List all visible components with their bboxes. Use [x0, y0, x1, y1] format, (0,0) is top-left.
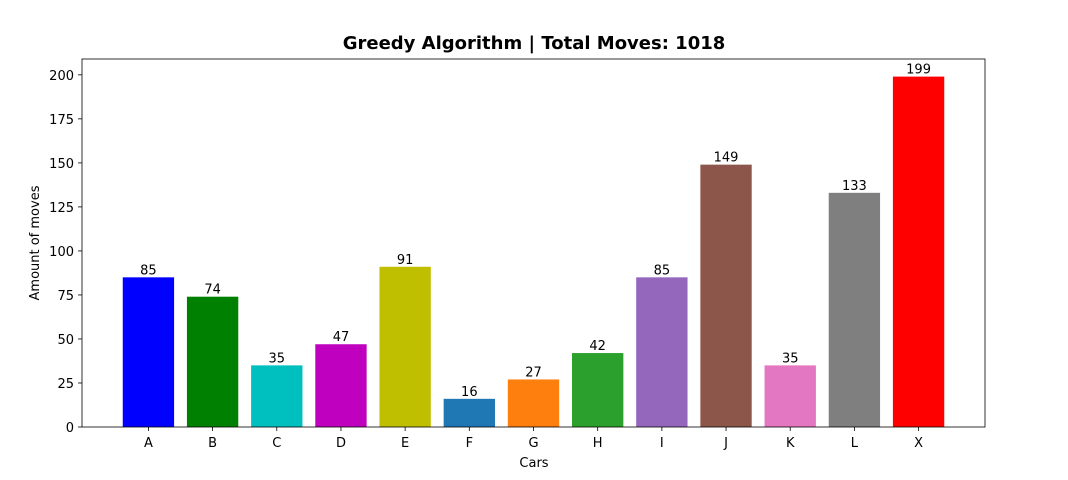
y-tick-label: 25	[57, 377, 74, 392]
x-tick-label-l: L	[851, 436, 859, 451]
x-tick-label-a: A	[144, 436, 153, 451]
bar-k	[764, 365, 816, 427]
x-tick-label-h: H	[593, 436, 603, 451]
y-tick-label: 150	[49, 157, 74, 172]
bar-j	[700, 164, 752, 427]
bar-a	[122, 277, 175, 427]
x-tick-label-k: K	[786, 436, 795, 451]
bar-x	[892, 76, 945, 427]
bar-c	[251, 365, 303, 427]
data-label-d: 47	[333, 330, 350, 345]
y-axis-label: Amount of moves	[28, 185, 43, 300]
data-label-x: 199	[906, 63, 931, 78]
chart-title: Greedy Algorithm | Total Moves: 1018	[343, 33, 726, 54]
data-label-k: 35	[782, 351, 799, 366]
data-label-c: 35	[269, 351, 286, 366]
y-tick-label: 50	[57, 333, 74, 348]
x-tick-label-d: D	[336, 436, 346, 451]
x-axis-label: Cars	[519, 456, 548, 471]
x-tick-label-x: X	[914, 436, 923, 451]
y-tick-label: 175	[49, 113, 74, 128]
bar-g	[507, 379, 560, 427]
x-tick-label-f: F	[466, 436, 473, 451]
plot-area: 85 74 35 47 91 16 27 42 85 149 35 133 199 0 25 50 75 100 1…	[49, 58, 986, 451]
bar-e	[379, 266, 431, 427]
y-tick-label: 200	[49, 69, 74, 84]
y-tick-label: 125	[49, 201, 74, 216]
bar-l	[828, 192, 881, 427]
data-label-j: 149	[714, 151, 739, 166]
bar-f	[443, 398, 495, 427]
y-tick-label: 100	[49, 245, 74, 260]
x-tick-label-c: C	[272, 436, 281, 451]
data-label-b: 74	[204, 283, 221, 298]
data-label-e: 91	[397, 253, 414, 268]
bar-h	[572, 353, 624, 427]
y-tick-label: 0	[66, 421, 74, 436]
x-tick-label-e: E	[401, 436, 409, 451]
y-tick-label: 75	[57, 289, 74, 304]
x-tick-label-j: J	[723, 436, 728, 451]
x-tick-label-b: B	[208, 436, 217, 451]
bar-d	[315, 344, 367, 427]
bar-i	[636, 277, 688, 427]
data-label-h: 42	[589, 339, 606, 354]
data-label-l: 133	[842, 179, 867, 194]
data-label-a: 85	[140, 263, 157, 278]
x-tick-label-i: I	[660, 436, 664, 451]
data-label-f: 16	[461, 385, 478, 400]
data-label-i: 85	[654, 263, 671, 278]
x-tick-label-g: G	[528, 436, 538, 451]
data-label-g: 27	[525, 365, 542, 380]
bar-b	[186, 296, 239, 427]
